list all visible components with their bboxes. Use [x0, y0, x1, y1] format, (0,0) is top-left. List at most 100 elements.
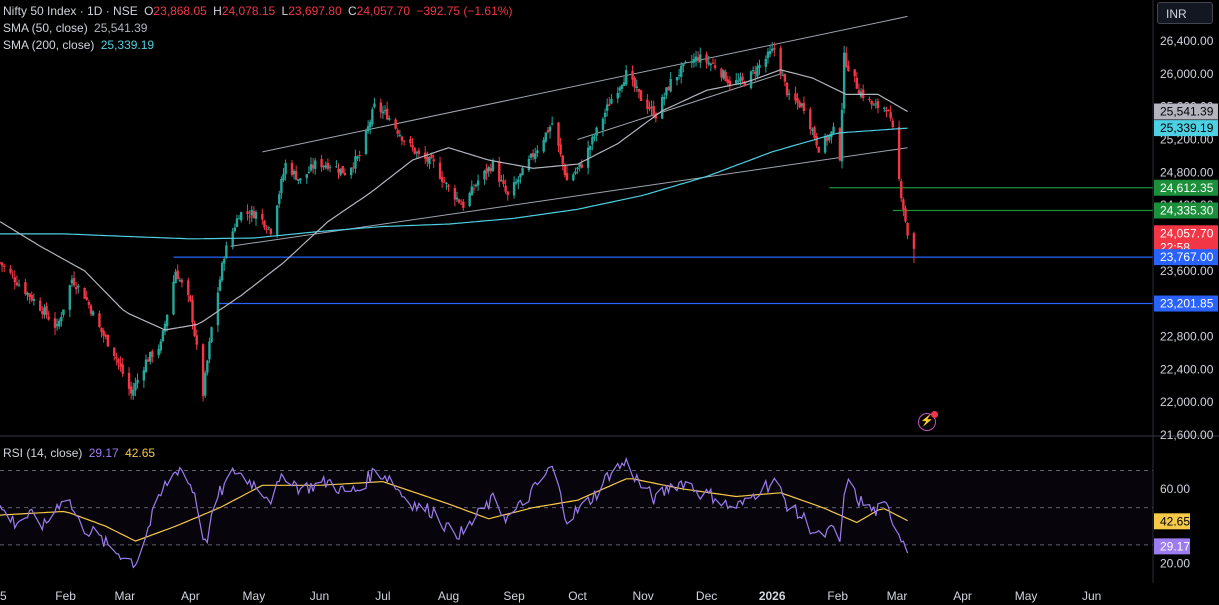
- candle-body: [498, 161, 501, 182]
- price-axis[interactable]: 26,800.0026,400.0026,000.0025,600.0025,2…: [1160, 1, 1214, 442]
- trend-lines: [230, 15, 908, 247]
- candle-body: [146, 359, 150, 362]
- sma50-legend[interactable]: SMA (50, close) 25,541.39: [3, 21, 150, 35]
- candle-body: [157, 348, 160, 356]
- candle-body: [445, 182, 448, 184]
- candle-body: [589, 146, 592, 150]
- candle-body: [883, 107, 886, 109]
- trend-line[interactable]: [262, 15, 908, 153]
- candle-body: [129, 386, 133, 394]
- candle-body: [144, 359, 148, 372]
- candle-body: [455, 197, 459, 200]
- candle-body: [265, 228, 268, 230]
- trend-line[interactable]: [577, 73, 781, 141]
- candle-body: [290, 163, 294, 176]
- candle-body: [275, 205, 279, 235]
- candle-body: [364, 130, 368, 154]
- high-key: H: [213, 4, 222, 18]
- sma200-value: 25,339.19: [100, 38, 155, 52]
- candle-body: [534, 153, 537, 160]
- candle-body: [857, 90, 861, 95]
- price-tick-label: 26,000.00: [1160, 67, 1214, 81]
- candle-body: [204, 373, 207, 396]
- time-tick-label: Nov: [632, 589, 653, 603]
- candle-body: [58, 320, 61, 327]
- time-tick-label: Mar: [887, 589, 908, 603]
- candle-body: [278, 194, 281, 204]
- candle-body: [26, 292, 29, 295]
- candle-body: [622, 82, 626, 86]
- candle-body: [616, 92, 619, 99]
- candle-body: [813, 127, 816, 138]
- candle-body: [887, 109, 890, 112]
- candle-body: [343, 172, 347, 176]
- candle-body: [889, 112, 892, 119]
- candle-body: [485, 168, 488, 174]
- change-value: −392.75 (−1.61%): [416, 4, 513, 18]
- candle-body: [3, 265, 6, 267]
- trend-line[interactable]: [230, 147, 908, 247]
- candle-body: [428, 157, 431, 165]
- candle-body: [546, 130, 550, 133]
- lightning-icon[interactable]: ⚡: [918, 413, 936, 431]
- candle-body: [832, 126, 835, 134]
- candle-body: [349, 167, 353, 176]
- candle-body: [891, 120, 894, 128]
- candle-body: [396, 130, 399, 134]
- symbol-title[interactable]: Nifty 50 Index · 1D · NSE: [3, 4, 138, 18]
- candle-body: [24, 282, 27, 295]
- candle-body: [536, 150, 539, 154]
- candle-body: [223, 258, 226, 264]
- candle-body: [208, 341, 211, 360]
- candle-body: [872, 104, 875, 106]
- sma200-legend[interactable]: SMA (200, close) 25,339.19: [3, 38, 157, 52]
- rsi-tag-label: 42.65: [1160, 514, 1190, 528]
- candle-body: [798, 101, 801, 108]
- candle-body: [13, 277, 17, 283]
- candle-body: [785, 82, 789, 96]
- price-tag-bg: [1154, 295, 1218, 312]
- currency-selector[interactable]: INR: [1157, 2, 1213, 24]
- candle-body: [85, 297, 88, 300]
- price-tag-label: 23,201.85: [1160, 297, 1214, 311]
- candle-body: [739, 77, 742, 82]
- candle-body: [239, 212, 243, 221]
- candle-body: [309, 164, 313, 171]
- candle-body: [91, 311, 95, 316]
- candle-body: [517, 179, 520, 183]
- candle-body: [206, 360, 209, 373]
- candle-body: [694, 56, 698, 61]
- candle-body: [231, 231, 234, 248]
- candle-body: [724, 71, 727, 82]
- candle-body: [326, 162, 330, 170]
- candle-body: [519, 173, 522, 178]
- candle-body: [45, 305, 48, 316]
- candle-body: [557, 122, 560, 146]
- price-tick-label: 26,400.00: [1160, 34, 1214, 48]
- candle-body: [189, 295, 192, 301]
- candle-body: [897, 127, 901, 180]
- candle-body: [252, 210, 256, 219]
- candle-body: [267, 227, 270, 229]
- price-tag-bg: [1154, 103, 1218, 120]
- candle-body: [263, 220, 266, 228]
- price-tag-bg: [1154, 179, 1218, 196]
- rsi-legend[interactable]: RSI (14, close) 29.17 42.65: [3, 446, 158, 460]
- candle-body: [9, 268, 12, 273]
- candle-body: [53, 318, 57, 328]
- candle-body: [201, 344, 205, 397]
- candle-body: [394, 119, 397, 129]
- candle-body: [563, 164, 567, 176]
- candle-body: [470, 186, 473, 196]
- rsi-label: RSI (14, close): [3, 446, 83, 460]
- candle-body: [802, 103, 806, 111]
- candle-body: [134, 383, 137, 391]
- time-axis-bg: [0, 583, 1219, 605]
- candle-body: [385, 108, 389, 120]
- time-axis[interactable]: 25 Feb Mar Apr May Jun Jul Aug Sep Oct Nov Dec 2026 F…: [0, 583, 1219, 605]
- candle-body: [30, 295, 33, 301]
- rsi-axis[interactable]: 60.00 20.00: [1160, 482, 1190, 570]
- candle-body: [43, 307, 46, 315]
- candle-body: [542, 139, 545, 152]
